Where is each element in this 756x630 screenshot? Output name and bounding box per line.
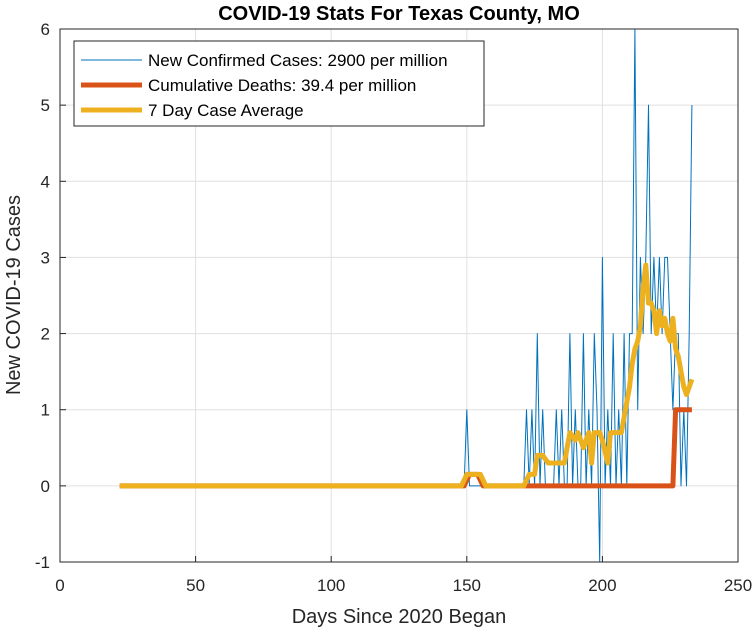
- y-tick-label: -1: [35, 553, 50, 572]
- y-tick-label: 2: [41, 325, 50, 344]
- legend-label-2: 7 Day Case Average: [148, 101, 304, 120]
- y-tick-label: 5: [41, 96, 50, 115]
- y-axis-label: New COVID-19 Cases: [3, 195, 25, 395]
- axes-box: [59, 28, 739, 563]
- x-tick-label: 250: [724, 576, 752, 595]
- y-tick-label: 3: [41, 248, 50, 267]
- legend-label-0: New Confirmed Cases: 2900 per million: [148, 51, 448, 70]
- plot-lines: [119, 28, 695, 563]
- y-tick-label: 4: [41, 172, 50, 191]
- legend-label-1: Cumulative Deaths: 39.4 per million: [148, 76, 416, 95]
- y-tick-label: 0: [41, 477, 50, 496]
- series-line-2: [119, 262, 695, 489]
- x-tick-label: 150: [453, 576, 481, 595]
- legend: New Confirmed Cases: 2900 per million Cum…: [73, 40, 485, 127]
- chart-title: COVID-19 Stats For Texas County, MO: [218, 3, 580, 25]
- x-axis-label: Days Since 2020 Began: [292, 606, 507, 628]
- y-tick-label: 1: [41, 401, 50, 420]
- legend-box: [73, 40, 485, 127]
- x-tick-label: 0: [55, 576, 64, 595]
- y-tick-label: 6: [41, 20, 50, 39]
- x-tick-label: 200: [588, 576, 616, 595]
- x-tick-label: 100: [317, 576, 345, 595]
- x-tick-label: 50: [186, 576, 205, 595]
- y-tick-labels: -1 0 1 2 3 4 5 6: [35, 20, 50, 572]
- x-tick-labels: 0 50 100 150 200 250: [55, 576, 752, 595]
